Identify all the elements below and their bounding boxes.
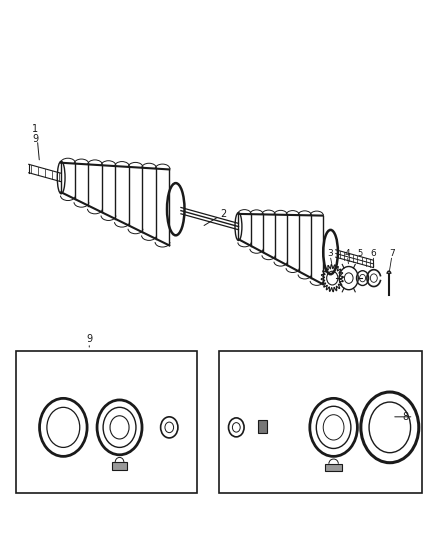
- Bar: [112, 462, 127, 470]
- Ellipse shape: [323, 230, 338, 274]
- Text: 5: 5: [357, 249, 363, 259]
- Text: 9: 9: [32, 134, 38, 144]
- Bar: [258, 420, 267, 433]
- Text: 3: 3: [327, 249, 333, 259]
- Ellipse shape: [167, 183, 184, 236]
- Bar: [325, 464, 342, 471]
- Text: 8: 8: [402, 412, 408, 422]
- Text: 2: 2: [220, 209, 226, 219]
- Text: 1: 1: [32, 124, 38, 134]
- Bar: [219, 351, 422, 494]
- Text: 4: 4: [345, 249, 350, 259]
- Text: 7: 7: [389, 249, 395, 259]
- Bar: [16, 351, 198, 494]
- Text: 6: 6: [371, 249, 376, 259]
- Text: 9: 9: [86, 334, 92, 344]
